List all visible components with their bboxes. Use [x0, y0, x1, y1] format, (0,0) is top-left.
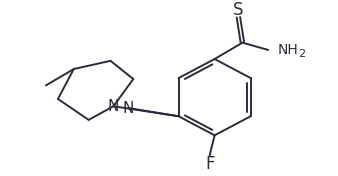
Text: F: F — [205, 155, 214, 173]
Text: S: S — [233, 1, 244, 19]
Text: 2: 2 — [298, 49, 305, 59]
Text: N: N — [123, 100, 134, 116]
Text: NH: NH — [278, 43, 299, 57]
Text: N: N — [108, 99, 119, 114]
